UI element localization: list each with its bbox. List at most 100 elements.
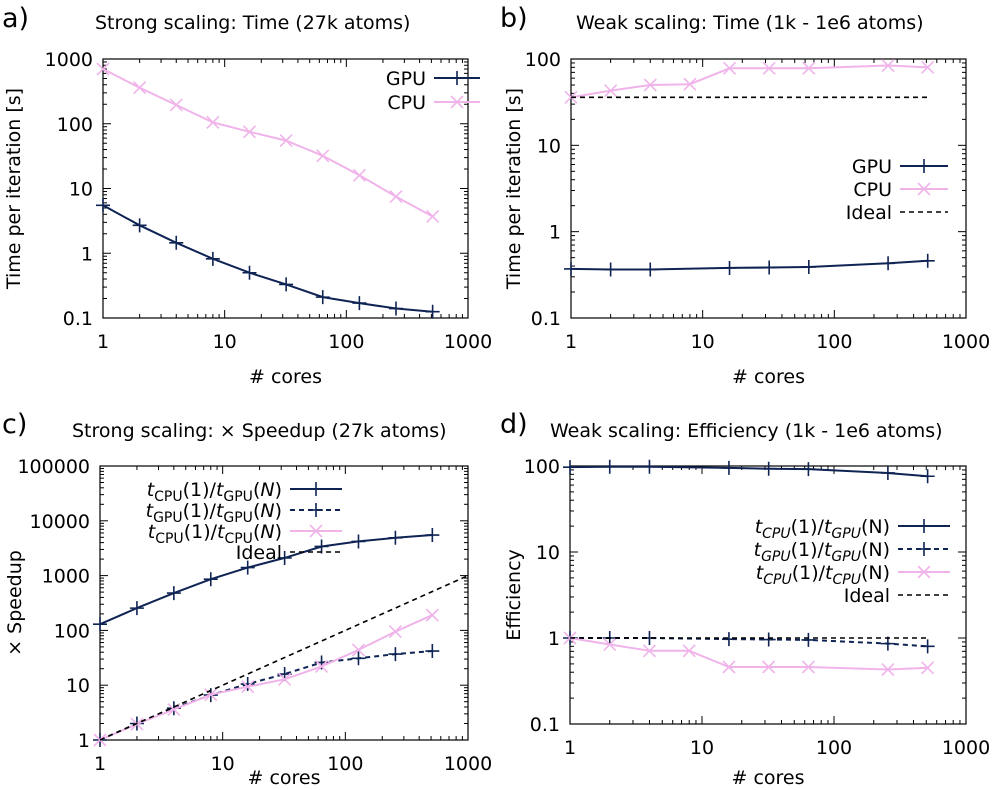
y-tick-label: 10 (66, 675, 90, 697)
x-axis-label: # cores (731, 767, 804, 789)
data-point (388, 625, 402, 639)
legend-label: Ideal (844, 585, 890, 607)
data-point (352, 168, 366, 182)
data-point (351, 643, 366, 657)
panel-title: Weak scaling: Efficiency (1k - 1e6 atoms… (550, 420, 943, 442)
data-point (920, 469, 935, 484)
data-point (242, 265, 257, 280)
legend-label-part: t (216, 500, 225, 522)
legend-label: tCPU(1)/tGPU(N) (147, 479, 282, 505)
y-tick-label: 0.1 (63, 308, 93, 330)
series-line (102, 204, 433, 313)
data-point (604, 84, 618, 98)
data-point (241, 680, 255, 694)
legend-label-part: t (146, 500, 155, 522)
panel-title: Strong scaling: × Speedup (27k atoms) (72, 420, 447, 442)
x-tick-label: 100 (816, 331, 852, 353)
x-tick-label: 1 (94, 753, 106, 775)
legend-label: tGPU(1)/tGPU(N) (146, 500, 282, 526)
legend-label-part: (1)/ (792, 562, 826, 584)
series-line (99, 650, 433, 741)
data-point (315, 290, 330, 305)
legend-label-part: GPU (223, 489, 253, 505)
y-tick-label: 100 (57, 114, 93, 136)
legend-label-part: t (754, 539, 763, 561)
legend-label-part: N (260, 479, 274, 501)
legend-label-part: ) (275, 521, 282, 543)
series-line (570, 64, 928, 99)
legend-label-part: t (824, 516, 833, 538)
legend-label-part: GPU (831, 526, 861, 542)
data-point (762, 660, 776, 674)
legend-label-part: N (260, 500, 274, 522)
y-axis-label: Time per iteration [s] (503, 88, 525, 290)
data-point (314, 659, 329, 674)
y-axis-label: Time per iteration [s] (3, 88, 25, 290)
data-point (761, 461, 776, 476)
y-axis-label: × Speedup (4, 550, 26, 656)
y-tick-label: 1 (549, 222, 561, 244)
data-point (203, 572, 218, 587)
x-tick-label: 1000 (444, 753, 492, 775)
data-point (352, 296, 367, 311)
data-point (316, 149, 330, 163)
x-tick-label: 10 (211, 753, 235, 775)
plot-frame (99, 465, 469, 741)
y-tick-label: 1000 (42, 566, 90, 588)
y-tick-label: 0.1 (531, 308, 561, 330)
legend-label-part: GPU (223, 510, 253, 526)
data-point (602, 459, 617, 474)
data-point (642, 644, 657, 658)
y-tick-label: 100 (524, 456, 560, 478)
data-point (388, 647, 403, 662)
data-point (801, 259, 816, 274)
data-point (881, 662, 895, 677)
x-tick-label: 1000 (444, 331, 492, 353)
legend-marker (917, 565, 931, 579)
data-point (133, 81, 147, 95)
legend-label-part: CPU (154, 489, 182, 505)
panel-letter: c) (2, 409, 27, 440)
series-3 (99, 574, 469, 741)
legend-label-part: t (147, 479, 156, 501)
y-tick-label: 100 (525, 49, 561, 71)
legend-label-part: ) (275, 500, 282, 522)
data-point (880, 636, 895, 651)
data-point (169, 98, 183, 112)
x-tick-label: 100 (328, 331, 364, 353)
legend-marker (450, 71, 464, 85)
legend-label-part: (1)/ (183, 500, 217, 522)
legend-label-part: CPU (155, 531, 183, 547)
legend-label-part: t (755, 516, 764, 538)
data-point (206, 115, 220, 129)
legend-label-part: ) (275, 479, 282, 501)
data-point (683, 77, 697, 91)
legend-label-part: (N) (861, 516, 890, 538)
legend-marker (917, 519, 931, 533)
x-axis-label: # cores (249, 366, 322, 388)
data-point (880, 465, 895, 480)
legend-marker (309, 482, 323, 496)
legend-label-part: (1)/ (791, 539, 825, 561)
legend-label-part: CPU (832, 572, 860, 588)
data-point (603, 637, 617, 652)
legend: tCPU(1)/tGPU(N)tGPU(1)/tGPU(N)tCPU(1)/tC… (146, 479, 342, 564)
legend-label: CPU (853, 179, 892, 201)
legend-label-part: (N) (861, 562, 890, 584)
y-tick-label: 10 (536, 542, 560, 564)
data-point (425, 528, 440, 543)
data-point (240, 560, 255, 575)
series-1 (563, 631, 935, 654)
x-tick-label: 1000 (942, 331, 990, 353)
series-line (570, 637, 928, 648)
data-point (721, 460, 736, 475)
data-point (351, 651, 366, 666)
data-point (564, 261, 578, 276)
y-tick-label: 10 (537, 135, 561, 157)
legend-label: tCPU(1)/tGPU(N) (755, 516, 890, 542)
legend-label-part: t (148, 521, 157, 543)
data-point (642, 459, 657, 474)
data-point (603, 262, 618, 277)
data-point (921, 661, 935, 675)
